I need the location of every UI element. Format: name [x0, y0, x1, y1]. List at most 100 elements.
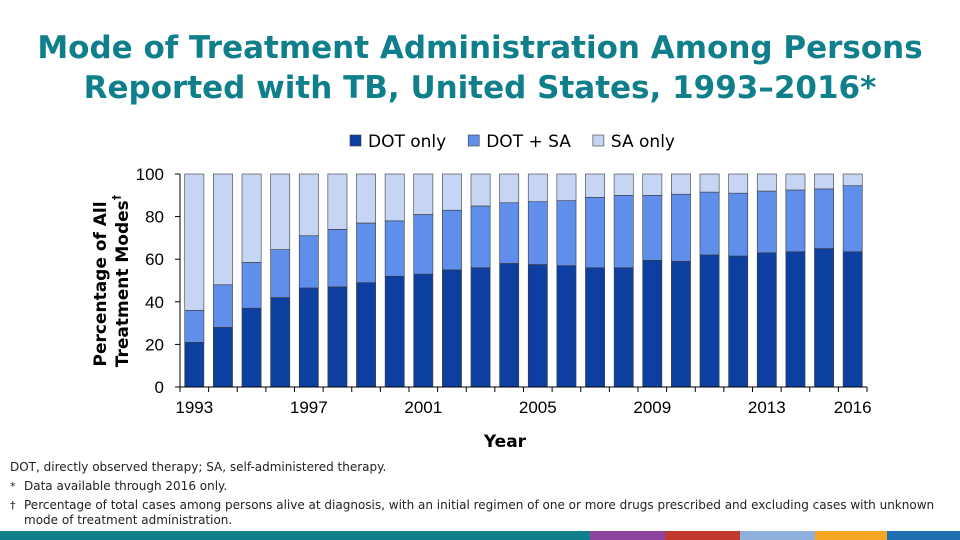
- y-axis-label: Percentage of All Treatment Modes†: [91, 194, 133, 367]
- bar-2005-sa-only: [527, 173, 548, 202]
- footnote-asterisk-text: Data available through 2016 only.: [24, 479, 228, 493]
- y-tick-label-20: 20: [145, 335, 164, 354]
- bottom-bar-segment: [887, 531, 960, 540]
- footnote-asterisk-mark: *: [10, 480, 16, 493]
- bar-2016-sa-only: [842, 173, 863, 187]
- x-axis-label: Year: [483, 432, 527, 452]
- bottom-bar-segment: [590, 531, 665, 540]
- bottom-bar-segment: [0, 531, 590, 540]
- footnote-abbreviations: DOT, directly observed therapy; SA, self…: [10, 460, 387, 474]
- bar-1994-sa-only: [213, 173, 233, 286]
- bar-1995-dot-only: [241, 307, 262, 388]
- bar-2003-dot-only: [470, 267, 491, 388]
- chart-legend: DOT only DOT + SA SA only: [349, 132, 675, 152]
- bottom-color-bar: [0, 531, 960, 540]
- bottom-bar-segment: [665, 531, 740, 540]
- bar-2014-dot-only: [785, 251, 806, 388]
- legend-swatch-sa-only: [592, 134, 605, 147]
- x-tick-label-1993: 1993: [175, 398, 213, 417]
- bar-2004-dot-sa: [499, 202, 520, 264]
- bar-2012-dot-only: [728, 255, 749, 388]
- bar-2014-dot-sa: [785, 189, 806, 253]
- bar-2001-dot-only: [413, 273, 434, 388]
- x-tick-label-2013: 2013: [748, 398, 786, 417]
- legend-label-dot-sa: DOT + SA: [486, 132, 571, 152]
- bar-2003-sa-only: [470, 173, 491, 207]
- bar-2008-dot-only: [613, 267, 634, 388]
- bar-2006-sa-only: [556, 173, 577, 201]
- bar-1993-dot-sa: [184, 310, 205, 343]
- bar-2001-sa-only: [413, 173, 434, 215]
- bar-2007-dot-sa: [585, 197, 605, 269]
- bar-2010-sa-only: [671, 173, 691, 195]
- stacked-bar-chart: DOT only DOT + SA SA only 0 20 40 60 80 100 1993…: [91, 132, 872, 452]
- title-line-2: Reported with TB, United States, 1993–20…: [83, 70, 877, 106]
- bar-2005-dot-sa: [527, 201, 548, 265]
- bar-2012-sa-only: [728, 173, 749, 194]
- bar-2005-dot-only: [527, 264, 548, 388]
- bar-2015-dot-only: [814, 248, 834, 388]
- x-tick-label-2005: 2005: [519, 398, 557, 417]
- bar-2007-sa-only: [585, 173, 605, 198]
- bar-2006-dot-only: [556, 265, 577, 388]
- bottom-bar-segment: [815, 531, 887, 540]
- y-tick-label-60: 60: [145, 250, 164, 269]
- footnote-dagger-mark: †: [10, 499, 16, 512]
- bar-2000-dot-sa: [384, 220, 405, 277]
- bar-2002-dot-sa: [442, 209, 462, 271]
- bar-2008-dot-sa: [613, 195, 634, 269]
- footnote-dagger: † Percentage of total cases among person…: [10, 498, 950, 528]
- bar-2004-sa-only: [499, 173, 520, 204]
- bar-1998-dot-only: [327, 286, 348, 388]
- bar-2001-dot-sa: [413, 214, 434, 275]
- legend-label-sa-only: SA only: [611, 132, 675, 152]
- bar-2013-dot-sa: [756, 190, 777, 254]
- bar-1999-sa-only: [356, 173, 376, 224]
- bar-2003-dot-sa: [470, 205, 491, 269]
- x-tick-label-2009: 2009: [633, 398, 671, 417]
- bar-1999-dot-only: [356, 282, 376, 388]
- y-axis-label-line-2-text: Treatment Modes: [113, 200, 133, 367]
- chart-axes: 0 20 40 60 80 100 1993 1997 2001 2005 2009 2013 2016: [136, 165, 872, 417]
- y-axis-label-dagger: †: [110, 194, 123, 200]
- legend-label-dot-only: DOT only: [368, 132, 446, 152]
- bar-2012-dot-sa: [728, 192, 749, 257]
- bar-2013-dot-only: [756, 252, 777, 388]
- footnote-dagger-text: Percentage of total cases among persons …: [24, 498, 935, 527]
- bar-2010-dot-sa: [671, 193, 691, 262]
- bar-2015-dot-sa: [814, 188, 834, 249]
- y-axis-label-line-2: Treatment Modes†: [110, 194, 133, 367]
- bar-2009-sa-only: [642, 173, 663, 196]
- bar-2010-dot-only: [671, 261, 691, 388]
- footnotes: DOT, directly observed therapy; SA, self…: [10, 460, 950, 532]
- bar-2009-dot-only: [642, 259, 663, 388]
- page-title: Mode of Treatment Administration Among P…: [0, 28, 960, 108]
- bar-2013-sa-only: [756, 173, 777, 192]
- bar-1998-sa-only: [327, 173, 348, 230]
- legend-swatch-dot-only: [349, 134, 362, 147]
- bar-2006-dot-sa: [556, 200, 577, 266]
- footnote-asterisk: * Data available through 2016 only.: [10, 479, 950, 494]
- y-tick-label-0: 0: [155, 378, 164, 397]
- bar-2009-dot-sa: [642, 195, 663, 261]
- y-tick-label-40: 40: [145, 293, 164, 312]
- bar-2016-dot-only: [842, 251, 863, 388]
- bar-2007-dot-only: [585, 267, 605, 388]
- bar-2002-dot-only: [442, 269, 462, 388]
- x-tick-label-1997: 1997: [290, 398, 328, 417]
- bar-2015-sa-only: [814, 173, 834, 190]
- bar-2002-sa-only: [442, 173, 462, 211]
- y-axis-label-line-1: Percentage of All: [91, 201, 111, 366]
- bar-2011-dot-sa: [699, 191, 720, 256]
- bar-1994-dot-sa: [213, 284, 233, 328]
- bar-1996-sa-only: [270, 173, 291, 250]
- bar-2000-dot-only: [384, 275, 405, 388]
- bar-1997-dot-sa: [298, 235, 319, 289]
- bar-1994-dot-only: [213, 327, 233, 388]
- bar-2011-dot-only: [699, 254, 720, 388]
- bar-1993-dot-only: [184, 341, 205, 388]
- bar-1995-dot-sa: [241, 262, 262, 309]
- x-tick-label-2016: 2016: [834, 398, 872, 417]
- bar-2011-sa-only: [699, 173, 720, 193]
- title-line-1: Mode of Treatment Administration Among P…: [37, 30, 923, 66]
